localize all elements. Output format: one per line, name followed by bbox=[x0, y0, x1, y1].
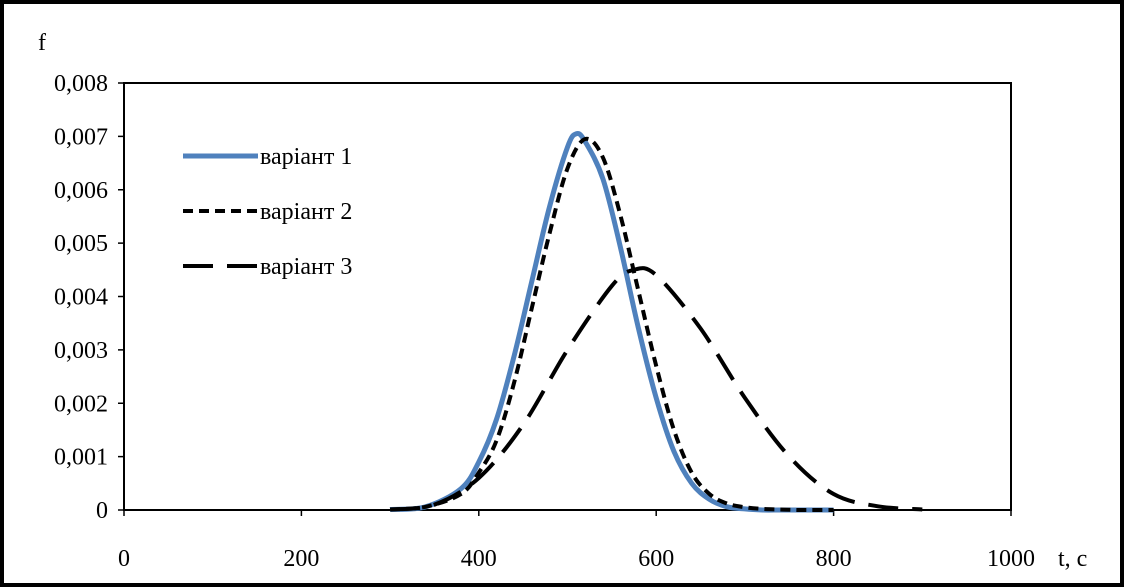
legend-label-1: варіант 1 bbox=[260, 144, 352, 170]
x-tick-label: 600 bbox=[638, 546, 674, 572]
y-tick-label: 0,004 bbox=[54, 285, 108, 311]
x-tick-label: 0 bbox=[118, 546, 130, 572]
x-tick-label: 800 bbox=[816, 546, 852, 572]
y-axis: 0 0,001 0,002 0,003 0,004 0,005 0,006 0,007 0,00… bbox=[54, 71, 124, 524]
x-axis: 0 200 400 600 800 1000 bbox=[118, 510, 1035, 572]
y-tick-label: 0,002 bbox=[54, 391, 108, 417]
y-tick-label: 0,001 bbox=[54, 445, 108, 471]
y-tick-label: 0,003 bbox=[54, 338, 108, 364]
y-tick-label: 0,005 bbox=[54, 231, 108, 257]
legend: варіант 1 варіант 2 варіант 3 bbox=[183, 144, 352, 280]
series-line-3 bbox=[389, 266, 923, 512]
x-axis-title: t, c bbox=[1058, 546, 1087, 572]
series-line-1 bbox=[389, 130, 834, 513]
y-tick-label: 0 bbox=[96, 498, 108, 524]
y-tick-label: 0,008 bbox=[54, 71, 108, 97]
y-tick-label: 0,007 bbox=[54, 124, 108, 150]
legend-label-3: варіант 3 bbox=[260, 254, 352, 280]
series-line-2 bbox=[389, 136, 834, 513]
legend-label-2: варіант 2 bbox=[260, 199, 352, 225]
y-tick-label: 0,006 bbox=[54, 178, 108, 204]
series-lines bbox=[389, 130, 923, 513]
x-tick-label: 1000 bbox=[987, 546, 1035, 572]
x-tick-label: 200 bbox=[283, 546, 319, 572]
y-axis-title: f bbox=[38, 30, 46, 56]
x-tick-label: 400 bbox=[461, 546, 497, 572]
